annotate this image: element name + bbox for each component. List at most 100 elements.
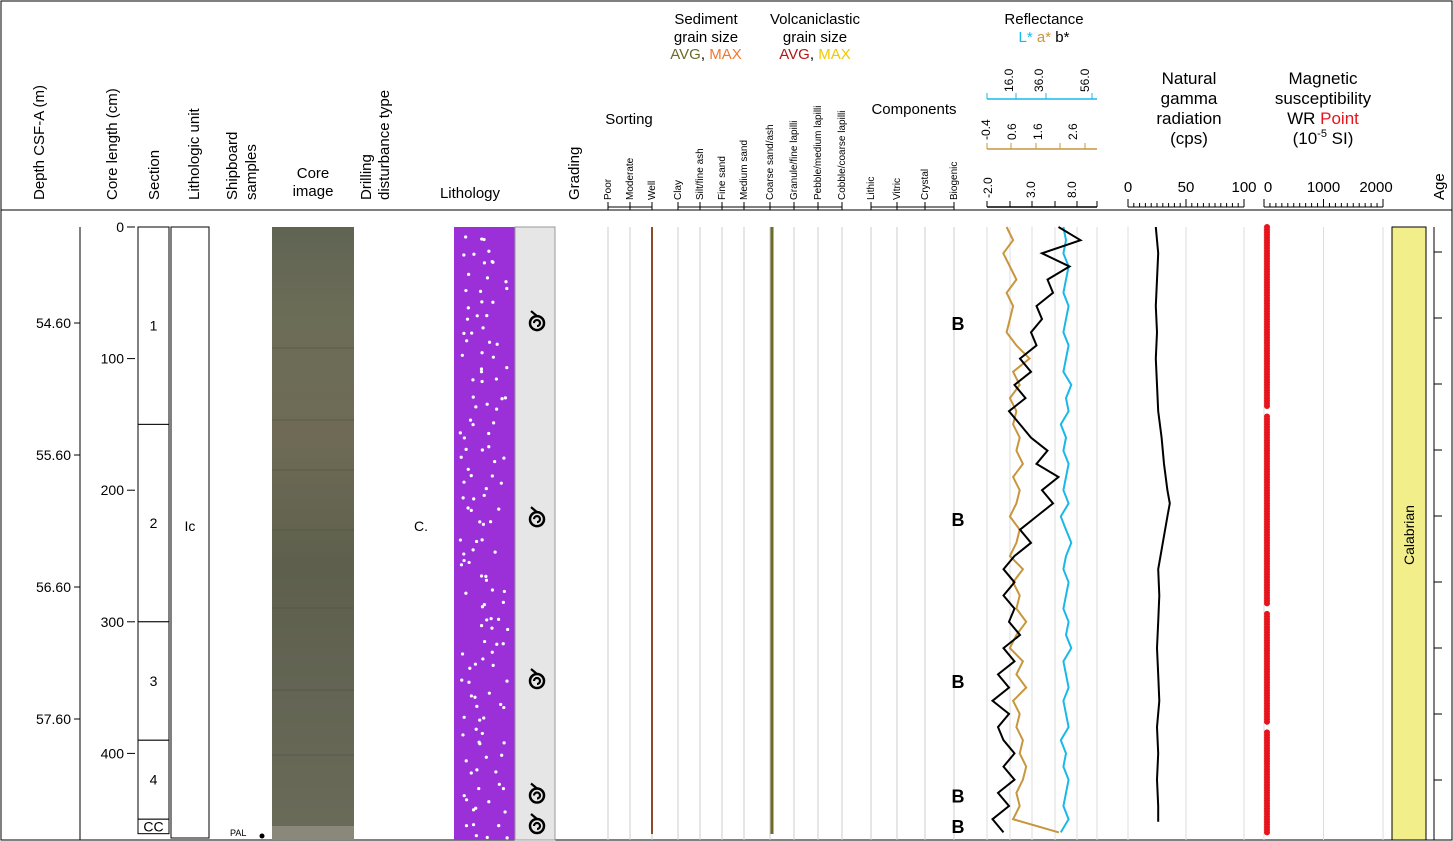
ngr-tick-label: 100: [1231, 179, 1256, 196]
lithology-dot: [462, 253, 466, 257]
ms-point: [1264, 402, 1270, 409]
b-tick-label: 3.0: [1024, 181, 1038, 198]
lithology-dot: [484, 487, 488, 491]
header-section: Section: [146, 150, 163, 200]
lithology-dot: [485, 402, 489, 406]
section-label: 3: [150, 673, 158, 689]
lithology-dot: [462, 715, 466, 719]
ms-point: [1264, 829, 1270, 836]
lithology-dot: [464, 235, 468, 239]
lithology-dot: [462, 552, 466, 556]
fossil-inner: [532, 515, 542, 524]
header-lithology: Lithology: [440, 185, 501, 202]
lithology-dot: [503, 810, 507, 814]
a-star-line: [1002, 226, 1060, 834]
lithology-dot: [461, 496, 465, 500]
lithology-dot: [465, 317, 470, 321]
lithology-dot: [481, 657, 485, 661]
lithology-dot: [506, 627, 510, 632]
lithology-dot: [487, 800, 491, 804]
lithology-dot: [479, 574, 484, 578]
lithology-dot: [472, 252, 476, 256]
lithology-dot: [471, 548, 475, 552]
lithology-dot: [466, 467, 470, 471]
lithology-dot: [469, 474, 473, 478]
lithology-dot: [462, 436, 466, 440]
lithology-dot: [474, 405, 478, 409]
component-tick-label: Crystal: [920, 169, 931, 200]
lithology-dot: [458, 431, 462, 435]
section-box: [137, 226, 170, 425]
lithology-dot: [469, 508, 473, 512]
lithology-dot: [482, 261, 487, 265]
lithology-dot: [479, 370, 484, 374]
component-tick-label: Lithic: [866, 177, 877, 200]
refl-a-label: a*: [1037, 29, 1051, 46]
a-tick-label: -0.4: [979, 119, 993, 140]
lithology-dot: [464, 447, 468, 451]
lithology-dot: [475, 768, 479, 772]
lithology-dot: [497, 824, 501, 828]
lithology-dot: [483, 639, 487, 644]
chart-body: 54.60 55.60 56.60 57.60 0 100 200 300 400 1 2 3 4 CC I…: [36, 219, 1442, 841]
ngr-tick-label: 50: [1178, 179, 1195, 196]
lithology-dot: [460, 652, 465, 656]
depth-label: 54.60: [36, 315, 71, 331]
lithology-dot: [505, 286, 509, 291]
L-tick-label: 56.0: [1078, 68, 1092, 92]
lithology-dot: [460, 353, 464, 357]
lithology-dot: [462, 794, 466, 798]
grain-tick-label: Clay: [673, 180, 684, 200]
lithologic-unit-box: [170, 226, 210, 839]
lithology-dot: [468, 666, 472, 670]
b-tick-label: 8.0: [1065, 181, 1079, 198]
header-lithologic-unit: Lithologic unit: [186, 107, 203, 200]
L-tick-label: 16.0: [1002, 68, 1016, 92]
lithology-dot: [485, 276, 490, 280]
header-ms-2: susceptibility: [1275, 89, 1372, 108]
header-volc-1: Volcaniclastic: [770, 11, 861, 28]
core-length-label: 200: [101, 482, 125, 498]
header-sorting: Sorting: [605, 111, 653, 128]
header-ngr-1: Natural: [1162, 69, 1217, 88]
shipboard-sample-label: PAL: [230, 828, 246, 838]
lithology-dot: [469, 771, 473, 775]
fossil-icon: [528, 813, 546, 835]
fossil-column: [514, 226, 556, 841]
lithology-fill: [454, 227, 515, 840]
lithology-dot: [490, 626, 494, 630]
core-image: [272, 227, 354, 840]
lithology-dot: [490, 588, 495, 592]
lithology-dot: [505, 365, 509, 370]
lithology-dot: [477, 786, 481, 791]
lithology-dot: [500, 397, 504, 401]
ms-point-label: Point: [1320, 109, 1359, 128]
fossil-tail: [530, 813, 538, 820]
lithology-dot: [487, 340, 492, 344]
lithology-dot: [501, 642, 505, 646]
header-depth: Depth CSF-A (m): [31, 85, 48, 200]
component-tick-label: Biogenic: [949, 162, 960, 200]
lithology-dot: [471, 395, 475, 399]
fossil-inner: [532, 676, 542, 686]
lithology-dot: [460, 678, 464, 682]
lithology-dot: [497, 782, 501, 786]
lithology-dot: [497, 507, 501, 511]
grain-tick-label: Coarse sand/ash: [765, 124, 776, 200]
lithology-dot: [480, 237, 484, 241]
age-box: [1391, 226, 1427, 841]
lithology-dot: [491, 260, 495, 264]
lithology-dot: [487, 249, 491, 253]
fossil-icon: [528, 506, 546, 528]
lithology-dot: [480, 448, 484, 452]
ngr-line: [1154, 226, 1171, 822]
lithology-dot: [499, 702, 503, 707]
lithology-dot: [485, 618, 489, 622]
fossil-icon: [528, 668, 546, 690]
lithology-dot: [467, 680, 471, 684]
component-tick-label: Vitric: [892, 178, 903, 200]
lithology-dot: [485, 314, 489, 318]
header-ms-4: (10-5 SI): [1293, 128, 1354, 148]
lithology-dot: [494, 377, 499, 381]
